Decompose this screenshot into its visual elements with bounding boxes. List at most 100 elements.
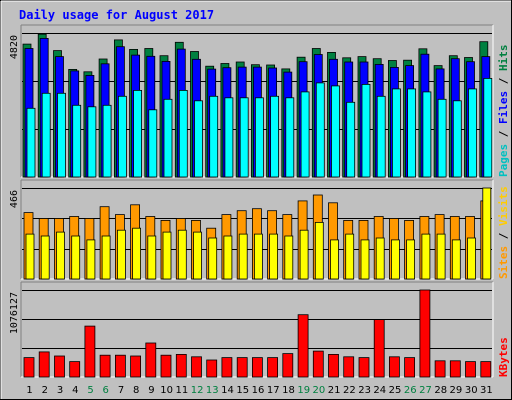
bar-kbytes-25 <box>388 356 400 378</box>
bar-pages-21 <box>331 85 340 178</box>
bar-sites-23 <box>360 239 370 280</box>
bar-sites-14 <box>223 235 233 280</box>
x-tick-11: 11 <box>176 385 189 396</box>
bar-sites-30 <box>467 237 476 280</box>
bar-sites-3 <box>56 231 65 280</box>
bar-kbytes-18 <box>282 353 294 378</box>
x-tick-7: 7 <box>118 385 124 396</box>
bar-sites-29 <box>451 239 461 280</box>
x-tick-28: 28 <box>434 385 447 396</box>
x-tick-20: 20 <box>313 385 326 396</box>
x-tick-12: 12 <box>191 385 204 396</box>
bar-pages-17 <box>270 95 280 178</box>
bar-kbytes-15 <box>236 357 248 378</box>
x-tick-16: 16 <box>252 385 265 396</box>
bar-pages-28 <box>437 98 447 178</box>
bar-pages-7 <box>118 95 127 178</box>
ymax-label-kbytes: 1076127 <box>9 292 20 334</box>
bar-kbytes-16 <box>251 357 263 378</box>
bar-pages-30 <box>468 88 477 178</box>
bar-kbytes-3 <box>54 355 65 378</box>
bar-kbytes-4 <box>69 361 81 378</box>
bar-kbytes-2 <box>38 351 50 378</box>
bar-kbytes-21 <box>328 353 339 378</box>
bar-kbytes-24 <box>373 319 385 378</box>
bar-sites-17 <box>269 233 279 280</box>
bar-kbytes-13 <box>206 359 218 378</box>
bar-pages-22 <box>346 101 356 178</box>
x-tick-25: 25 <box>389 385 402 396</box>
bar-sites-21 <box>330 239 339 280</box>
x-tick-2: 2 <box>42 385 48 396</box>
x-tick-22: 22 <box>343 385 356 396</box>
x-tick-31: 31 <box>480 385 493 396</box>
bar-sites-8 <box>132 227 142 280</box>
x-tick-5: 5 <box>87 385 93 396</box>
bar-sites-20 <box>314 221 324 280</box>
bar-pages-16 <box>254 97 264 178</box>
bar-sites-5 <box>86 239 96 280</box>
bar-pages-14 <box>224 97 234 178</box>
bar-pages-20 <box>315 82 325 178</box>
bar-pages-18 <box>285 97 295 178</box>
x-tick-1: 1 <box>26 385 32 396</box>
bar-sites-26 <box>406 239 416 280</box>
x-tick-21: 21 <box>328 385 341 396</box>
legend-item-hits-3: / <box>497 77 510 91</box>
bar-pages-31 <box>483 78 493 178</box>
bar-sites-2 <box>40 235 50 280</box>
legend-item-visits-2: Visits <box>497 186 510 232</box>
bar-pages-4 <box>72 104 82 178</box>
x-tick-29: 29 <box>450 385 463 396</box>
bar-pages-5 <box>87 106 97 178</box>
bar-pages-6 <box>102 104 112 178</box>
bar-pages-13 <box>209 95 219 178</box>
legend-kbytes: KBytes <box>497 337 510 377</box>
bar-pages-19 <box>300 91 310 178</box>
bar-sites-12 <box>193 231 202 280</box>
x-tick-9: 9 <box>148 385 154 396</box>
bar-kbytes-14 <box>221 357 233 378</box>
ymax-label-visits: 466 <box>9 190 20 208</box>
x-tick-26: 26 <box>404 385 417 396</box>
bar-sites-24 <box>375 237 385 280</box>
bar-kbytes-9 <box>145 342 157 378</box>
bar-pages-25 <box>391 88 401 178</box>
bar-kbytes-6 <box>99 354 111 378</box>
ymax-label-hits: 4820 <box>9 35 20 59</box>
bar-sites-13 <box>208 237 218 280</box>
bar-sites-22 <box>345 233 355 280</box>
x-tick-8: 8 <box>133 385 139 396</box>
chart-title: Daily usage for August 2017 <box>19 8 214 22</box>
bar-kbytes-19 <box>297 314 309 378</box>
bar-sites-7 <box>117 229 126 280</box>
legend-item-hits-2: Files <box>497 91 510 131</box>
x-tick-14: 14 <box>221 385 234 396</box>
bar-kbytes-20 <box>312 350 324 378</box>
bar-sites-15 <box>238 233 248 280</box>
legend-item-kbytes-0: KBytes <box>497 337 510 377</box>
bar-kbytes-12 <box>191 356 202 378</box>
bar-pages-10 <box>163 98 173 178</box>
bar-kbytes-1 <box>23 357 35 378</box>
bar-pages-29 <box>452 100 462 178</box>
bar-kbytes-11 <box>175 353 187 378</box>
bar-sites-25 <box>390 239 400 280</box>
legend-hits: Pages / Files / Hits <box>497 45 510 178</box>
bar-pages-27 <box>422 91 432 178</box>
x-tick-23: 23 <box>358 385 371 396</box>
legend-item-hits-4: Hits <box>497 45 510 78</box>
bar-sites-28 <box>436 233 446 280</box>
x-tick-30: 30 <box>465 385 478 396</box>
bar-kbytes-5 <box>84 325 96 378</box>
x-tick-6: 6 <box>103 385 109 396</box>
bar-kbytes-17 <box>267 357 279 378</box>
bar-sites-6 <box>101 235 111 280</box>
bar-pages-3 <box>57 92 66 178</box>
bar-kbytes-30 <box>465 361 476 378</box>
bar-sites-19 <box>299 229 309 280</box>
bar-kbytes-28 <box>434 360 446 378</box>
legend-item-visits-1: / <box>497 232 510 246</box>
x-tick-18: 18 <box>282 385 295 396</box>
